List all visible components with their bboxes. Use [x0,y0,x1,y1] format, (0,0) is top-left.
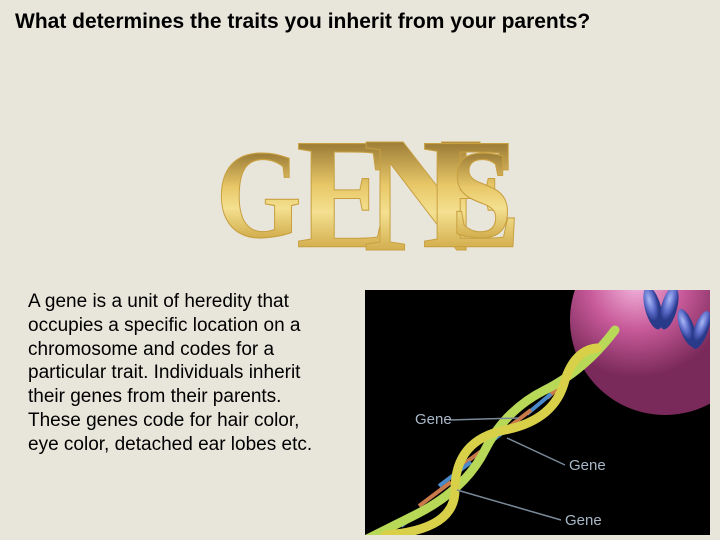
genes-wordart: G E N E S [200,85,520,260]
gene-label-3: Gene [565,512,602,529]
svg-text:S: S [451,124,512,260]
gene-label-2: Gene [569,457,606,474]
body-text: A gene is a unit of heredity that occupi… [28,290,328,456]
svg-text:G: G [216,124,302,260]
slide-title: What determines the traits you inherit f… [15,10,705,34]
gene-label-1: Gene [415,411,452,428]
dna-diagram: Gene Gene Gene [365,290,710,535]
